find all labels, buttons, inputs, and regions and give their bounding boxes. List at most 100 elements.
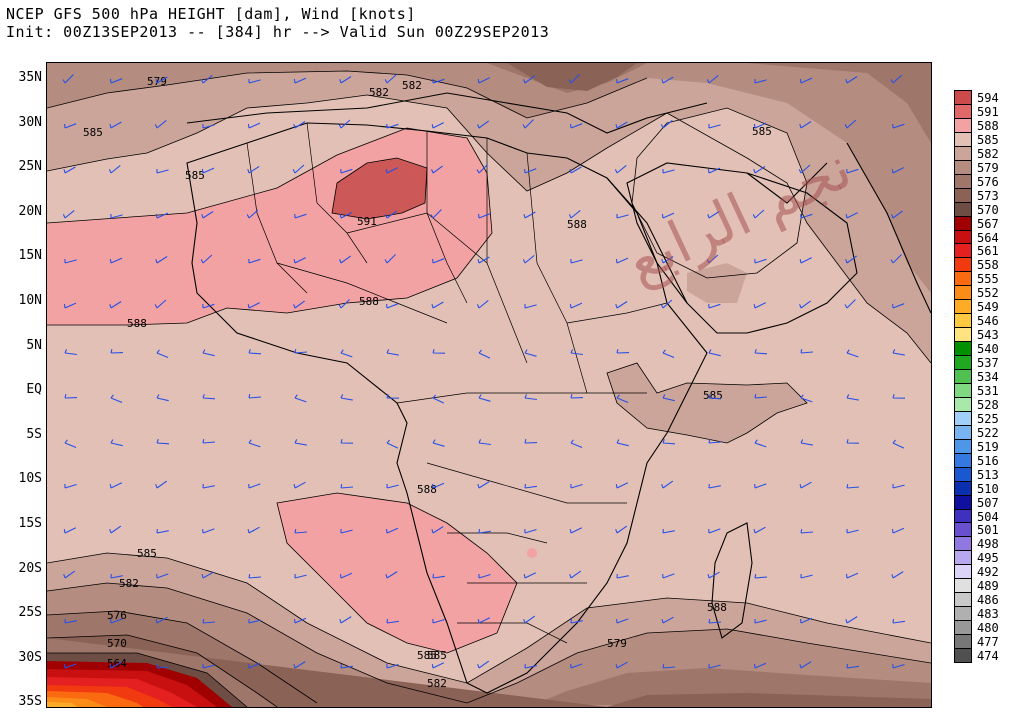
wind-barb	[156, 394, 169, 402]
wind-barb	[63, 166, 76, 174]
wind-barb	[616, 348, 630, 354]
wind-barb	[754, 439, 767, 448]
wind-barbs	[62, 74, 906, 669]
wind-barb	[477, 481, 490, 489]
lat-label: 35N	[18, 70, 42, 85]
lat-label: 35S	[18, 694, 42, 710]
legend-label: 522	[977, 425, 999, 440]
wind-barb	[432, 78, 445, 84]
wind-barb	[661, 616, 674, 624]
wind-barb	[202, 619, 216, 624]
legend-item: 504	[954, 508, 1024, 526]
lat-label: 5N	[26, 337, 42, 353]
wind-barb	[708, 394, 722, 400]
legend-item: 546	[954, 313, 1024, 330]
height-map: 579 582 585 582 585 591 588 588 588 582 585 585 588 5…	[46, 62, 932, 708]
wind-barb	[890, 254, 902, 264]
wind-barb	[708, 124, 721, 129]
wind-barb	[570, 483, 583, 489]
wind-barb	[660, 299, 673, 309]
legend-swatch	[954, 201, 972, 217]
wind-barb	[340, 528, 353, 534]
legend-label: 489	[977, 579, 999, 594]
wind-barb	[799, 121, 812, 129]
wind-barb	[63, 570, 76, 579]
wind-barb	[616, 573, 629, 579]
wind-barb	[432, 618, 445, 624]
wind-barb	[109, 121, 122, 129]
legend-label: 570	[977, 202, 999, 217]
wind-barb	[246, 209, 259, 219]
legend-item: 576	[954, 173, 1024, 191]
legend-item: 498	[954, 536, 1024, 553]
legend-item: 579	[954, 159, 1024, 177]
zone-somalia-582	[687, 263, 747, 303]
legend-swatch	[954, 271, 972, 286]
wind-barb	[708, 303, 721, 309]
legend-swatch	[954, 480, 972, 496]
wind-barb	[294, 349, 308, 354]
wind-barb	[890, 74, 903, 84]
wind-barb	[386, 394, 400, 399]
wind-barb	[845, 212, 858, 219]
wind-barb	[569, 166, 582, 174]
wind-barb	[339, 616, 352, 624]
wind-barb	[522, 119, 534, 129]
mediterranean-coast	[186, 92, 708, 134]
wind-barb	[247, 662, 261, 669]
wind-barb	[478, 394, 491, 402]
wind-barb	[338, 299, 350, 309]
legend-label: 492	[977, 565, 999, 580]
africa-coast	[186, 122, 708, 694]
wind-barb	[248, 349, 262, 355]
legend-swatch	[954, 452, 972, 468]
wind-barb	[891, 527, 905, 534]
wind-barb	[156, 664, 170, 669]
wind-barb	[201, 211, 214, 219]
wind-barb	[431, 301, 444, 309]
wind-barb	[431, 122, 444, 129]
wind-barb	[432, 439, 445, 447]
wind-barb	[156, 349, 169, 359]
legend-swatch	[954, 550, 972, 565]
wind-barb	[64, 259, 77, 264]
wind-barb	[570, 393, 584, 399]
wind-barb	[64, 349, 77, 356]
wind-barb	[845, 572, 859, 579]
lat-label: 15N	[18, 248, 42, 264]
wind-barb	[293, 617, 307, 624]
wind-barb	[524, 349, 537, 357]
wind-barb	[569, 302, 583, 309]
wind-barb	[708, 483, 721, 489]
legend-label: 552	[977, 286, 999, 301]
wind-barb	[110, 214, 123, 219]
wind-barb	[524, 168, 537, 174]
wind-barb	[476, 299, 489, 309]
legend-swatch	[954, 606, 972, 621]
legend-item: 513	[954, 466, 1024, 484]
lat-label: 20N	[18, 203, 42, 219]
legend-item: 564	[954, 229, 1024, 247]
legend-swatch	[954, 369, 972, 384]
legend-label: 480	[977, 621, 999, 636]
wind-barb	[478, 213, 491, 219]
contour-label: 585	[703, 389, 723, 402]
wind-barb	[799, 617, 813, 624]
legend-item: 486	[954, 592, 1024, 609]
wind-barb	[660, 119, 673, 129]
wind-barb	[110, 78, 123, 84]
legend-label: 483	[977, 607, 999, 622]
lat-label: 25N	[18, 159, 42, 175]
wind-barb	[662, 573, 675, 579]
wind-barb	[752, 209, 765, 219]
legend-label: 579	[977, 160, 999, 175]
wind-barb	[155, 256, 168, 264]
legend-item: 585	[954, 131, 1024, 149]
legend-item: 543	[954, 327, 1024, 344]
legend-swatch	[954, 173, 972, 189]
wind-barb	[614, 164, 627, 174]
wind-barb	[754, 258, 767, 264]
wind-barb	[202, 483, 215, 489]
wind-barb	[155, 76, 168, 84]
legend-label: 501	[977, 523, 999, 538]
